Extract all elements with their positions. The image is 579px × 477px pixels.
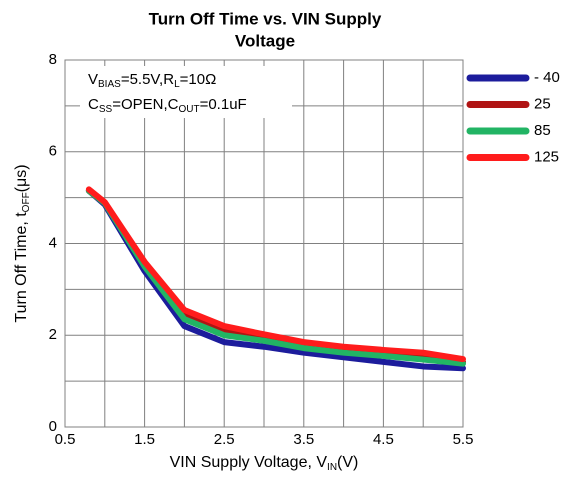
axis-label: Turn Off Time, tOFF(μs): [13, 164, 31, 322]
subscript: SS: [99, 104, 113, 115]
text-part: =0.1uF: [200, 96, 247, 113]
axis-label: CSS=OPEN,COUT=0.1uF: [88, 96, 247, 115]
text-part: V: [88, 71, 98, 88]
subscript: OFF: [21, 192, 32, 212]
axis-label: VIN Supply Voltage, VIN(V): [170, 454, 359, 472]
subscript: OUT: [178, 104, 199, 115]
series-line: [85, 186, 466, 363]
text-part: =OPEN,C: [112, 96, 178, 113]
y-tick-label: 4: [49, 234, 57, 251]
legend-label: 125: [534, 148, 559, 165]
text-part: VIN Supply Voltage, V: [170, 454, 328, 471]
x-tick-label: 5.5: [453, 431, 474, 448]
legend-label: 25: [534, 95, 551, 112]
text-part: (V): [337, 454, 358, 471]
y-tick-label: 8: [49, 51, 57, 68]
annotation-box: [80, 66, 292, 118]
y-tick-label: 6: [49, 143, 57, 160]
subscript: IN: [327, 462, 337, 473]
legend-label: 85: [534, 122, 551, 139]
x-tick-label: 1.5: [134, 431, 155, 448]
text-part: Turn Off Time, t: [13, 212, 30, 323]
subscript: BIAS: [98, 79, 121, 90]
text-part: C: [88, 96, 99, 113]
x-tick-label: 2.5: [214, 431, 235, 448]
chart-title: Voltage: [235, 31, 295, 50]
text-part: =5.5V,R: [121, 71, 174, 88]
legend-label: - 40: [534, 69, 560, 86]
text-part: =10Ω: [180, 71, 217, 88]
y-tick-label: 2: [49, 326, 57, 343]
x-tick-label: 4.5: [373, 431, 394, 448]
axis-label: VBIAS=5.5V,RL=10Ω: [88, 71, 216, 90]
subscript: L: [174, 79, 180, 90]
plot-frame: [64, 59, 464, 428]
y-tick-label: 0: [49, 418, 57, 435]
x-tick-label: 0.5: [55, 431, 76, 448]
x-tick-label: 3.5: [293, 431, 314, 448]
chart-title: Turn Off Time vs. VIN Supply: [149, 9, 382, 28]
text-part: (μs): [13, 164, 30, 192]
